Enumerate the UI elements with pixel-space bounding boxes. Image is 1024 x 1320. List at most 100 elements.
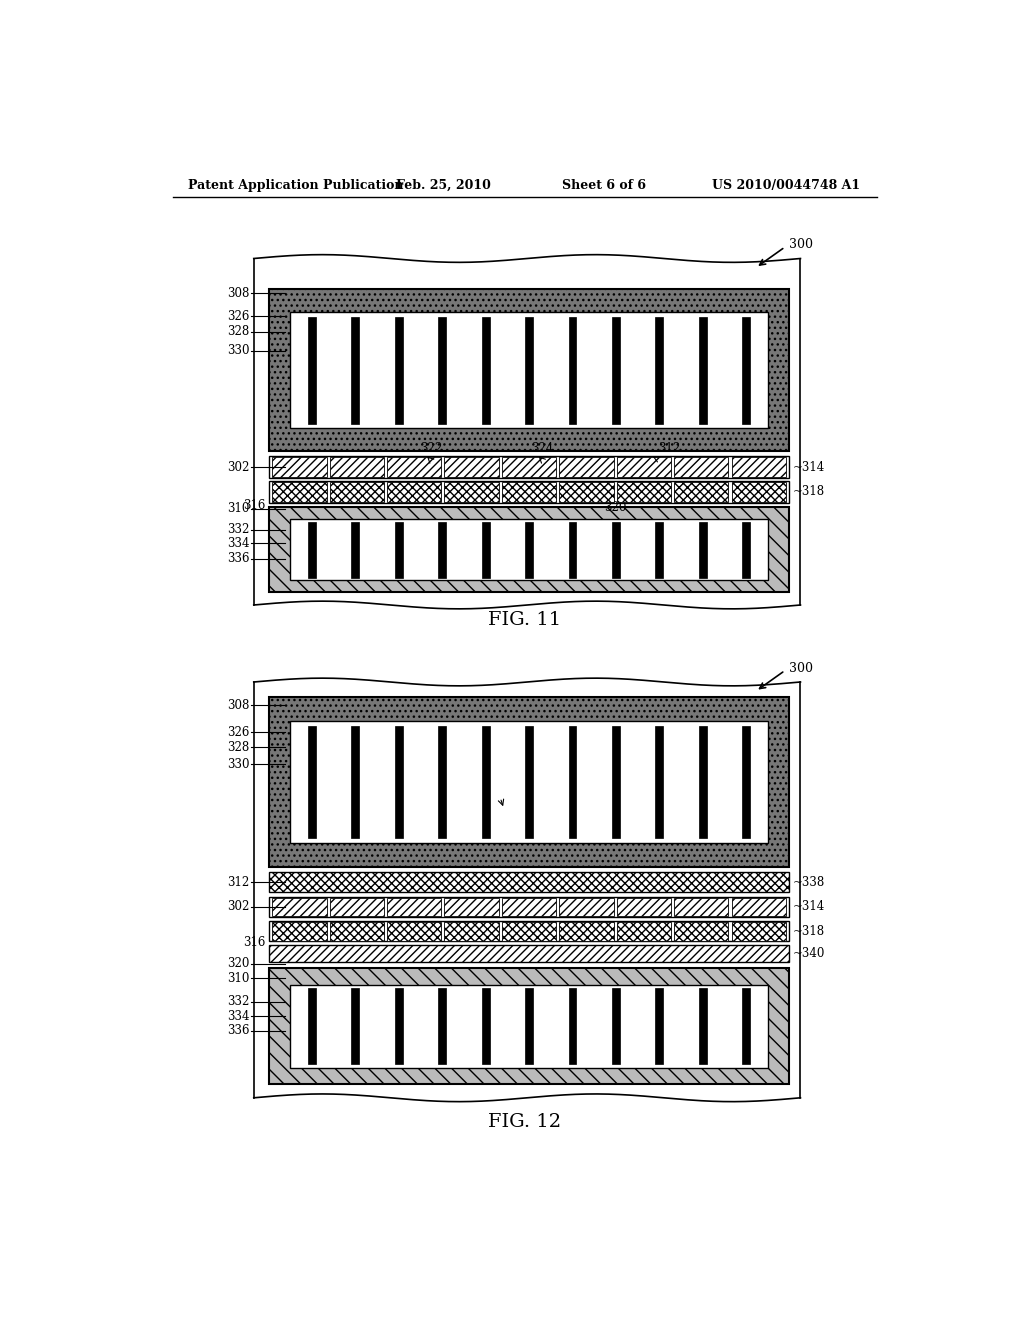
Bar bbox=[351, 317, 359, 424]
Text: Feb. 25, 2010: Feb. 25, 2010 bbox=[396, 178, 492, 191]
Text: ~318: ~318 bbox=[793, 486, 825, 499]
Bar bbox=[308, 317, 315, 424]
Text: 308: 308 bbox=[226, 698, 249, 711]
Text: ~318: ~318 bbox=[793, 925, 825, 939]
Bar bbox=[502, 482, 556, 502]
Bar bbox=[269, 896, 788, 917]
Bar bbox=[481, 987, 489, 1064]
Bar bbox=[559, 457, 613, 478]
Bar bbox=[731, 482, 785, 502]
Bar bbox=[438, 987, 446, 1064]
Bar bbox=[525, 521, 532, 578]
Text: 310: 310 bbox=[226, 972, 249, 985]
Bar bbox=[655, 987, 664, 1064]
Bar bbox=[559, 482, 613, 502]
Bar bbox=[559, 898, 613, 916]
Bar bbox=[699, 317, 707, 424]
Bar bbox=[674, 923, 728, 941]
Bar bbox=[612, 317, 620, 424]
Text: 308: 308 bbox=[226, 286, 249, 300]
Bar bbox=[387, 898, 441, 916]
Bar bbox=[699, 987, 707, 1064]
Text: ~338: ~338 bbox=[793, 875, 825, 888]
Text: 316: 316 bbox=[243, 499, 265, 512]
Bar bbox=[394, 521, 402, 578]
Bar bbox=[438, 726, 446, 838]
Text: 336: 336 bbox=[226, 1024, 249, 1038]
Bar bbox=[742, 317, 751, 424]
Bar bbox=[742, 521, 751, 578]
Text: 332: 332 bbox=[226, 523, 249, 536]
Text: ~340: ~340 bbox=[793, 946, 825, 960]
Bar bbox=[308, 521, 315, 578]
Bar bbox=[272, 482, 327, 502]
Text: ~314: ~314 bbox=[793, 900, 825, 913]
Text: 302: 302 bbox=[226, 461, 249, 474]
Bar bbox=[269, 697, 788, 867]
Text: 326: 326 bbox=[226, 310, 249, 323]
Bar bbox=[330, 898, 384, 916]
Bar bbox=[612, 521, 620, 578]
Bar bbox=[308, 987, 315, 1064]
Bar bbox=[269, 457, 788, 478]
Text: 320: 320 bbox=[604, 502, 627, 515]
Text: 324: 324 bbox=[493, 787, 515, 800]
Bar bbox=[269, 969, 788, 1084]
Bar bbox=[674, 482, 728, 502]
Bar bbox=[481, 726, 489, 838]
Bar bbox=[481, 521, 489, 578]
Text: 326: 326 bbox=[226, 726, 249, 739]
Bar bbox=[742, 726, 751, 838]
Bar bbox=[525, 726, 532, 838]
Bar bbox=[742, 987, 751, 1064]
Bar bbox=[269, 480, 788, 503]
Bar bbox=[330, 482, 384, 502]
Bar bbox=[330, 457, 384, 478]
Bar bbox=[387, 457, 441, 478]
Bar bbox=[612, 987, 620, 1064]
Text: 306: 306 bbox=[290, 461, 312, 474]
Bar bbox=[502, 898, 556, 916]
Bar bbox=[525, 317, 532, 424]
Text: 304: 304 bbox=[290, 925, 312, 939]
Bar bbox=[655, 317, 664, 424]
Bar bbox=[568, 987, 577, 1064]
Bar bbox=[444, 898, 499, 916]
Text: 328: 328 bbox=[227, 325, 249, 338]
Bar bbox=[568, 317, 577, 424]
Bar bbox=[731, 898, 785, 916]
Text: 300: 300 bbox=[788, 661, 813, 675]
Bar bbox=[351, 726, 359, 838]
Text: 316: 316 bbox=[243, 936, 265, 949]
Text: FIG. 12: FIG. 12 bbox=[488, 1114, 561, 1131]
Text: 312: 312 bbox=[227, 875, 249, 888]
Bar bbox=[269, 289, 788, 451]
Text: 330: 330 bbox=[226, 345, 249, 358]
Text: 324: 324 bbox=[531, 442, 554, 455]
Text: 336: 336 bbox=[226, 552, 249, 565]
Bar bbox=[674, 457, 728, 478]
Bar bbox=[351, 521, 359, 578]
Bar bbox=[655, 521, 664, 578]
Bar bbox=[290, 519, 768, 579]
Bar bbox=[269, 873, 788, 892]
Bar bbox=[351, 987, 359, 1064]
Bar bbox=[655, 726, 664, 838]
Text: 322: 322 bbox=[420, 442, 442, 455]
Text: 322: 322 bbox=[385, 776, 407, 788]
Bar bbox=[568, 521, 577, 578]
Text: 328: 328 bbox=[227, 741, 249, 754]
Bar bbox=[481, 317, 489, 424]
Bar bbox=[290, 312, 768, 429]
Bar bbox=[444, 457, 499, 478]
Bar bbox=[616, 923, 671, 941]
Text: 332: 332 bbox=[226, 995, 249, 1008]
Bar bbox=[502, 457, 556, 478]
Bar bbox=[616, 457, 671, 478]
Bar bbox=[616, 482, 671, 502]
Bar bbox=[394, 987, 402, 1064]
Text: 334: 334 bbox=[226, 537, 249, 550]
Text: FIG. 11: FIG. 11 bbox=[488, 611, 561, 630]
Text: 306: 306 bbox=[290, 900, 312, 913]
Bar bbox=[559, 923, 613, 941]
